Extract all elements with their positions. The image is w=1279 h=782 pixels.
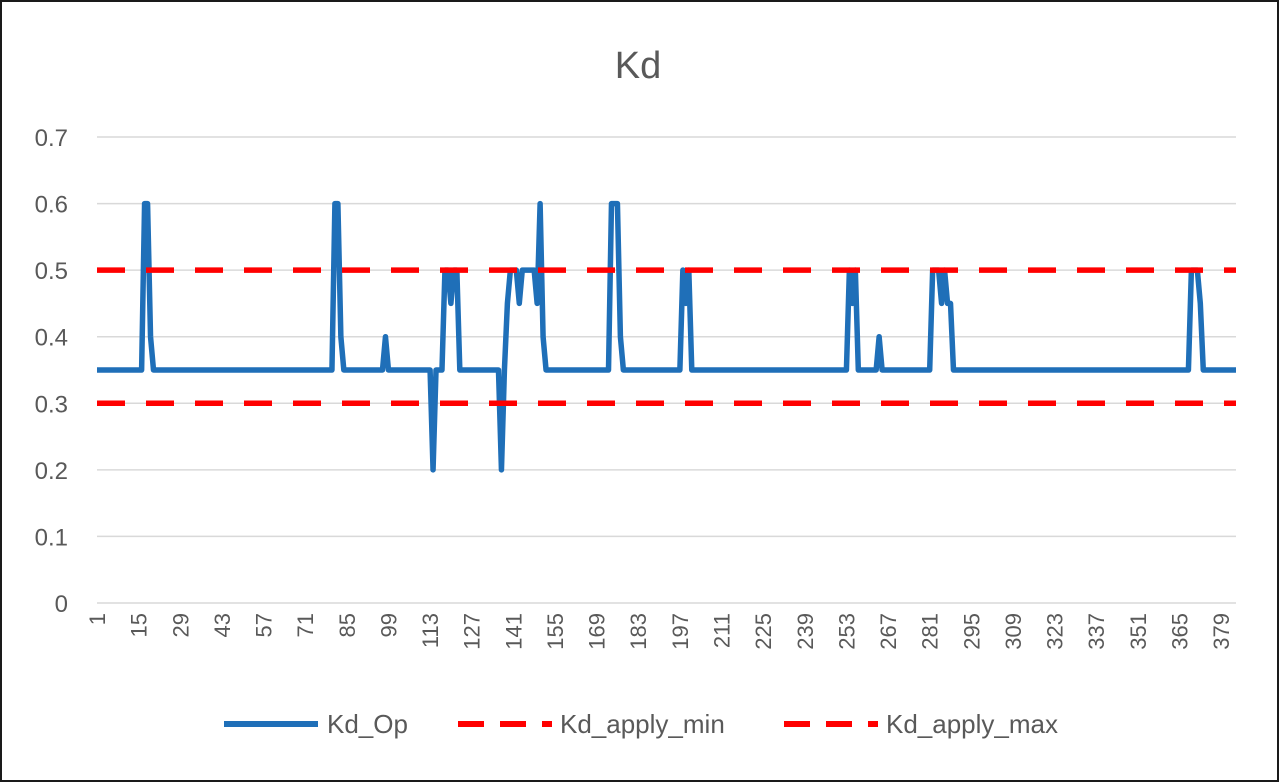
- x-tick-label: 225: [751, 613, 776, 650]
- x-tick-label: 281: [918, 613, 943, 650]
- y-tick-label: 0.5: [35, 258, 68, 285]
- x-tick-label: 141: [501, 613, 526, 650]
- y-tick-label: 0.2: [35, 458, 68, 485]
- x-tick-label: 127: [460, 613, 485, 650]
- x-tick-label: 99: [376, 613, 401, 637]
- x-tick-label: 365: [1167, 613, 1192, 650]
- x-tick-label: 267: [876, 613, 901, 650]
- legend-label-2: Kd_apply_min: [560, 709, 725, 739]
- x-tick-label: 309: [1001, 613, 1026, 650]
- legend-label-1: Kd_Op: [327, 709, 408, 739]
- x-tick-label: 337: [1084, 613, 1109, 650]
- x-tick-label: 295: [959, 613, 984, 650]
- x-tick-label: 211: [710, 613, 735, 648]
- y-tick-label: 0.3: [35, 391, 68, 418]
- x-tick-label: 155: [543, 613, 568, 650]
- y-tick-label: 0.6: [35, 192, 68, 219]
- x-tick-label: 57: [252, 613, 277, 637]
- x-tick-label: 169: [585, 613, 610, 650]
- x-tick-label: 351: [1126, 613, 1151, 650]
- x-tick-label: 1: [85, 613, 110, 625]
- x-tick-label: 15: [127, 613, 152, 637]
- x-tick-label: 71: [293, 613, 318, 637]
- y-tick-label: 0.1: [35, 524, 68, 551]
- x-tick-label: 379: [1209, 613, 1234, 650]
- y-tick-label: 0.4: [35, 325, 68, 352]
- y-tick-label: 0.7: [35, 125, 68, 152]
- y-tick-label: 0: [55, 591, 68, 618]
- chart-title: Kd: [615, 45, 661, 87]
- x-tick-label: 323: [1043, 613, 1068, 650]
- legend-label-3: Kd_apply_max: [886, 709, 1058, 739]
- x-tick-label: 183: [626, 613, 651, 650]
- x-tick-label: 253: [834, 613, 859, 650]
- x-tick-label: 43: [210, 613, 235, 637]
- x-tick-label: 85: [335, 613, 360, 637]
- x-tick-label: 239: [793, 613, 818, 650]
- x-tick-label: 29: [168, 613, 193, 637]
- x-tick-label: 197: [668, 613, 693, 650]
- x-tick-label: 113: [418, 613, 443, 648]
